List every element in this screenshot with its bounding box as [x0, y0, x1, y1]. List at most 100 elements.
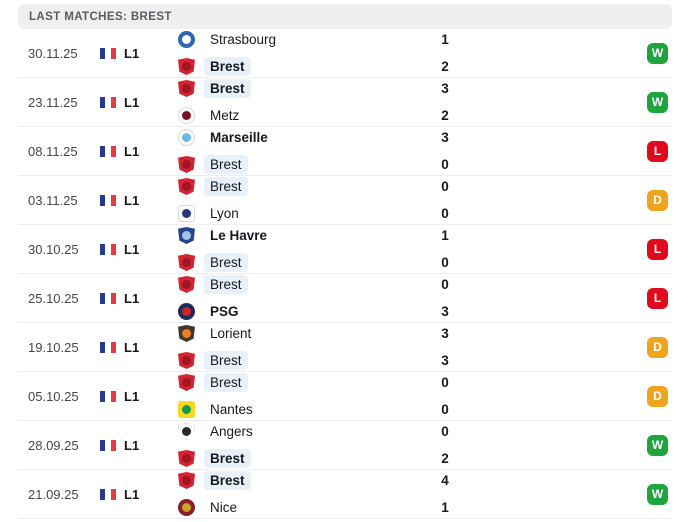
away-team-line: Brest 0 [178, 252, 647, 273]
team-score: 3 [441, 304, 449, 319]
match-date: 28.09.25 [28, 437, 79, 453]
home-team-line: Le Havre 1 [178, 226, 647, 246]
match-row[interactable]: 08.11.25 L1 Marseille 3 Brest 0 L [18, 127, 672, 176]
result-cell: D [647, 189, 668, 211]
result-cell: D [647, 385, 668, 407]
result-cell: L [647, 140, 668, 162]
home-team-line: Brest 3 [178, 78, 647, 99]
league-cell: L1 [90, 438, 162, 453]
team-score: 2 [441, 59, 449, 74]
home-team-line: Brest 0 [178, 176, 647, 197]
result-cell: D [647, 336, 668, 358]
away-team-line: Brest 3 [178, 350, 647, 371]
match-row[interactable]: 05.10.25 L1 Brest 0 Nantes 0 D [18, 372, 672, 421]
match-date: 23.11.25 [28, 94, 78, 110]
team-name: Nantes [210, 401, 253, 417]
team-name: Metz [210, 107, 240, 123]
league-label: L1 [124, 437, 140, 453]
team-score: 1 [441, 32, 449, 47]
league-label: L1 [124, 388, 140, 404]
league-cell: L1 [90, 46, 162, 61]
team-name: Brest [204, 78, 251, 98]
away-team-line: PSG 3 [178, 302, 647, 322]
team-name: Brest [204, 154, 248, 174]
match-date: 21.09.25 [28, 486, 79, 502]
league-cell: L1 [90, 242, 162, 257]
league-label: L1 [124, 143, 140, 159]
home-team-line: Strasbourg 1 [178, 30, 647, 50]
league-label: L1 [124, 94, 140, 110]
result-badge: L [647, 140, 668, 162]
match-row[interactable]: 25.10.25 L1 Brest 0 PSG 3 L [18, 274, 672, 323]
result-cell: W [647, 91, 668, 113]
result-cell: L [647, 238, 668, 260]
home-team-line: Marseille 3 [178, 128, 647, 148]
match-row[interactable]: 30.10.25 L1 Le Havre 1 Brest 0 L [18, 225, 672, 274]
team-score: 0 [441, 402, 449, 417]
teams-cell: Lorient 3 Brest 3 [162, 324, 647, 371]
teams-cell: Brest 0 Lyon 0 [162, 176, 647, 224]
home-team-line: Brest 4 [178, 470, 647, 491]
match-date: 25.10.25 [28, 290, 79, 306]
team-name: Brest [204, 274, 248, 294]
result-badge: L [647, 287, 668, 309]
away-team-line: Brest 0 [178, 154, 647, 175]
league-cell: L1 [90, 487, 162, 502]
team-name: Brest [204, 448, 251, 468]
league-cell: L1 [90, 144, 162, 159]
team-score: 3 [441, 326, 449, 341]
team-logo-icon [178, 450, 195, 467]
team-score: 0 [441, 375, 449, 390]
france-flag-icon [100, 145, 116, 157]
team-logo-icon [178, 58, 195, 75]
match-date: 30.10.25 [28, 241, 79, 257]
match-row[interactable]: 21.09.25 L1 Brest 4 Nice 1 W [18, 470, 672, 519]
result-badge: W [647, 434, 668, 456]
team-name: Brest [204, 176, 248, 196]
league-label: L1 [124, 486, 140, 502]
france-flag-icon [100, 439, 116, 451]
match-row[interactable]: 23.11.25 L1 Brest 3 Metz 2 W [18, 78, 672, 127]
league-cell: L1 [90, 389, 162, 404]
team-logo-icon [178, 107, 195, 124]
match-row[interactable]: 03.11.25 L1 Brest 0 Lyon 0 D [18, 176, 672, 225]
match-row[interactable]: 28.09.25 L1 Angers 0 Brest 2 W [18, 421, 672, 470]
team-logo-icon [178, 129, 195, 146]
team-logo-icon [178, 472, 195, 489]
team-name: Le Havre [210, 227, 268, 243]
team-score: 0 [441, 424, 449, 439]
teams-cell: Brest 4 Nice 1 [162, 470, 647, 518]
away-team-line: Lyon 0 [178, 204, 647, 224]
team-name: Lyon [210, 205, 239, 221]
match-row[interactable]: 19.10.25 L1 Lorient 3 Brest 3 D [18, 323, 672, 372]
team-logo-icon [178, 499, 195, 516]
team-score: 0 [441, 277, 449, 292]
away-team-line: Nantes 0 [178, 400, 647, 420]
match-row[interactable]: 30.11.25 L1 Strasbourg 1 Brest 2 W [18, 29, 672, 78]
team-name: Brest [204, 470, 251, 490]
league-label: L1 [124, 45, 140, 61]
league-cell: L1 [90, 340, 162, 355]
league-cell: L1 [90, 291, 162, 306]
team-name: Strasbourg [210, 31, 277, 47]
match-date: 03.11.25 [28, 192, 78, 208]
teams-cell: Angers 0 Brest 2 [162, 422, 647, 469]
team-score: 0 [441, 255, 449, 270]
team-score: 2 [441, 108, 449, 123]
france-flag-icon [100, 341, 116, 353]
team-name: Marseille [210, 129, 268, 145]
league-label: L1 [124, 241, 140, 257]
team-name: Angers [210, 423, 253, 439]
result-badge: D [647, 336, 668, 358]
league-cell: L1 [90, 95, 162, 110]
match-date: 30.11.25 [28, 45, 78, 61]
result-badge: W [647, 42, 668, 64]
france-flag-icon [100, 243, 116, 255]
team-logo-icon [178, 227, 195, 244]
result-badge: D [647, 189, 668, 211]
team-score: 2 [441, 451, 449, 466]
team-name: PSG [210, 303, 239, 319]
team-logo-icon [178, 205, 195, 222]
result-badge: L [647, 238, 668, 260]
away-team-line: Metz 2 [178, 106, 647, 126]
